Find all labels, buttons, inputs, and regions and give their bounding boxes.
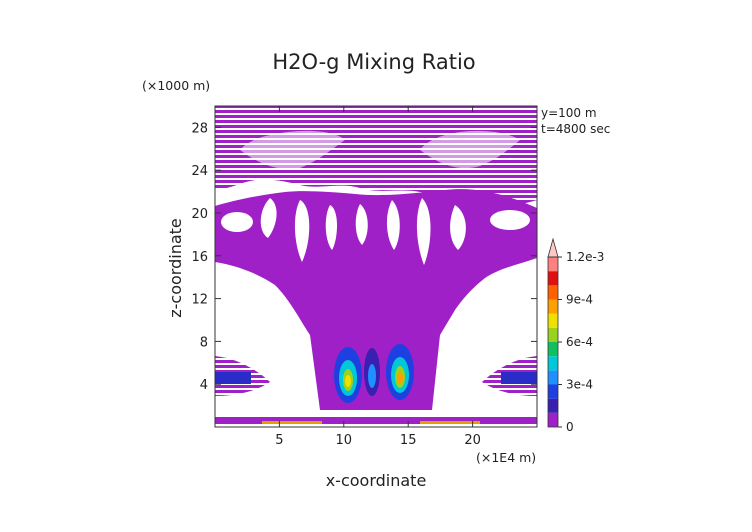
y-tick-label-1: 8 (200, 335, 208, 350)
colorbar-tick-label-1: 3e-4 (566, 378, 593, 392)
colorbar-tick-label-0: 0 (566, 420, 574, 434)
upper-moisture-region (215, 106, 537, 206)
plot-area (214, 105, 538, 428)
colorbar-segment-3 (548, 370, 558, 385)
convective-core (334, 344, 414, 403)
colorbar-extend-arrow (547, 237, 559, 258)
x-axis-title: x-coordinate (326, 471, 427, 490)
colorbar: 0 3e-4 6e-4 9e-4 1.2e-3 (547, 237, 604, 434)
x-tick-label-0: 5 (275, 433, 283, 448)
y-tick-label-0: 4 (200, 378, 208, 393)
colorbar-tick-label-4: 1.2e-3 (566, 250, 604, 264)
y-tick-label-5: 24 (191, 164, 208, 179)
colorbar-segment-9 (548, 285, 558, 300)
colorbar-tick-label-2: 6e-4 (566, 335, 593, 349)
colorbar-segment-0 (548, 412, 558, 427)
colorbar-segment-6 (548, 327, 558, 342)
x-unit-label: (×1E4 m) (476, 450, 536, 465)
x-tick-label-3: 20 (464, 433, 481, 448)
x-tick-label-1: 10 (336, 433, 353, 448)
y-axis: 4 8 12 16 20 24 28 (191, 121, 537, 393)
annotation-t: t=4800 sec (541, 122, 610, 136)
plot-frame (214, 105, 538, 428)
colorbar-segment-1 (548, 398, 558, 413)
colorbar-segment-10 (548, 271, 558, 286)
colorbar-segment-7 (548, 313, 558, 328)
y-axis-title: z-coordinate (166, 218, 185, 318)
y-unit-label: (×1000 m) (142, 78, 210, 93)
chart-title: H2O-g Mixing Ratio (272, 50, 475, 74)
y-tick-label-4: 20 (191, 207, 208, 222)
y-tick-label-2: 12 (191, 293, 208, 308)
annotation-y: y=100 m (541, 106, 597, 120)
y-tick-label-3: 16 (191, 250, 208, 265)
surface-layer (215, 417, 537, 424)
colorbar-segment-2 (548, 384, 558, 399)
colorbar-segment-8 (548, 299, 558, 314)
colorbar-tick-label-3: 9e-4 (566, 293, 593, 307)
x-tick-label-2: 15 (400, 433, 417, 448)
y-tick-label-6: 28 (191, 121, 208, 136)
colorbar-segment-4 (548, 356, 558, 371)
colorbar-segment-11 (548, 257, 558, 272)
x-axis: 5 10 15 20 (275, 106, 481, 448)
colorbar-segment-5 (548, 342, 558, 357)
